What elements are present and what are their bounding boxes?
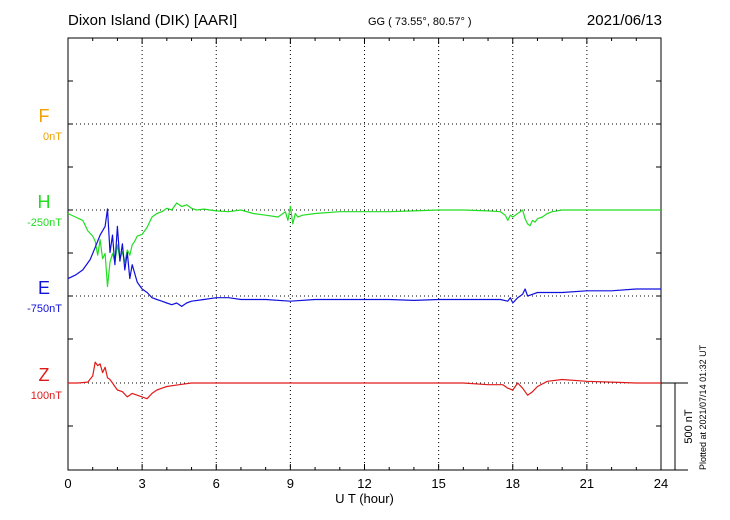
- series-line-z: [68, 361, 661, 400]
- series-baseline-h: -250nT: [27, 217, 62, 229]
- x-tick-label: 18: [506, 476, 520, 491]
- x-tick-label: 0: [64, 476, 71, 491]
- series-name-h: H: [38, 192, 51, 212]
- x-axis-label: U T (hour): [335, 491, 394, 506]
- plotted-timestamp: Plotted at 2021/07/14 01:32 UT: [698, 344, 708, 470]
- x-tick-label: 24: [654, 476, 668, 491]
- x-tick-label: 9: [287, 476, 294, 491]
- series-name-f: F: [39, 106, 50, 126]
- x-tick-label: 12: [357, 476, 371, 491]
- series-name-e: E: [38, 278, 50, 298]
- series-baseline-z: 100nT: [31, 390, 62, 402]
- scale-bar-label: 500 nT: [683, 409, 695, 444]
- x-tick-label: 3: [139, 476, 146, 491]
- chart-date: 2021/06/13: [586, 12, 662, 29]
- series-line-e: [67, 208, 661, 307]
- station-title: Dixon Island (DIK) [AARI]: [68, 12, 238, 29]
- x-tick-label: 6: [213, 476, 220, 491]
- series-name-z: Z: [39, 365, 50, 385]
- series-baseline-e: -750nT: [27, 303, 62, 315]
- x-tick-label: 15: [431, 476, 445, 491]
- x-tick-label: 21: [580, 476, 594, 491]
- series-baseline-f: 0nT: [43, 131, 62, 143]
- station-coordinates: GG ( 73.55°, 80.57° ): [368, 16, 472, 28]
